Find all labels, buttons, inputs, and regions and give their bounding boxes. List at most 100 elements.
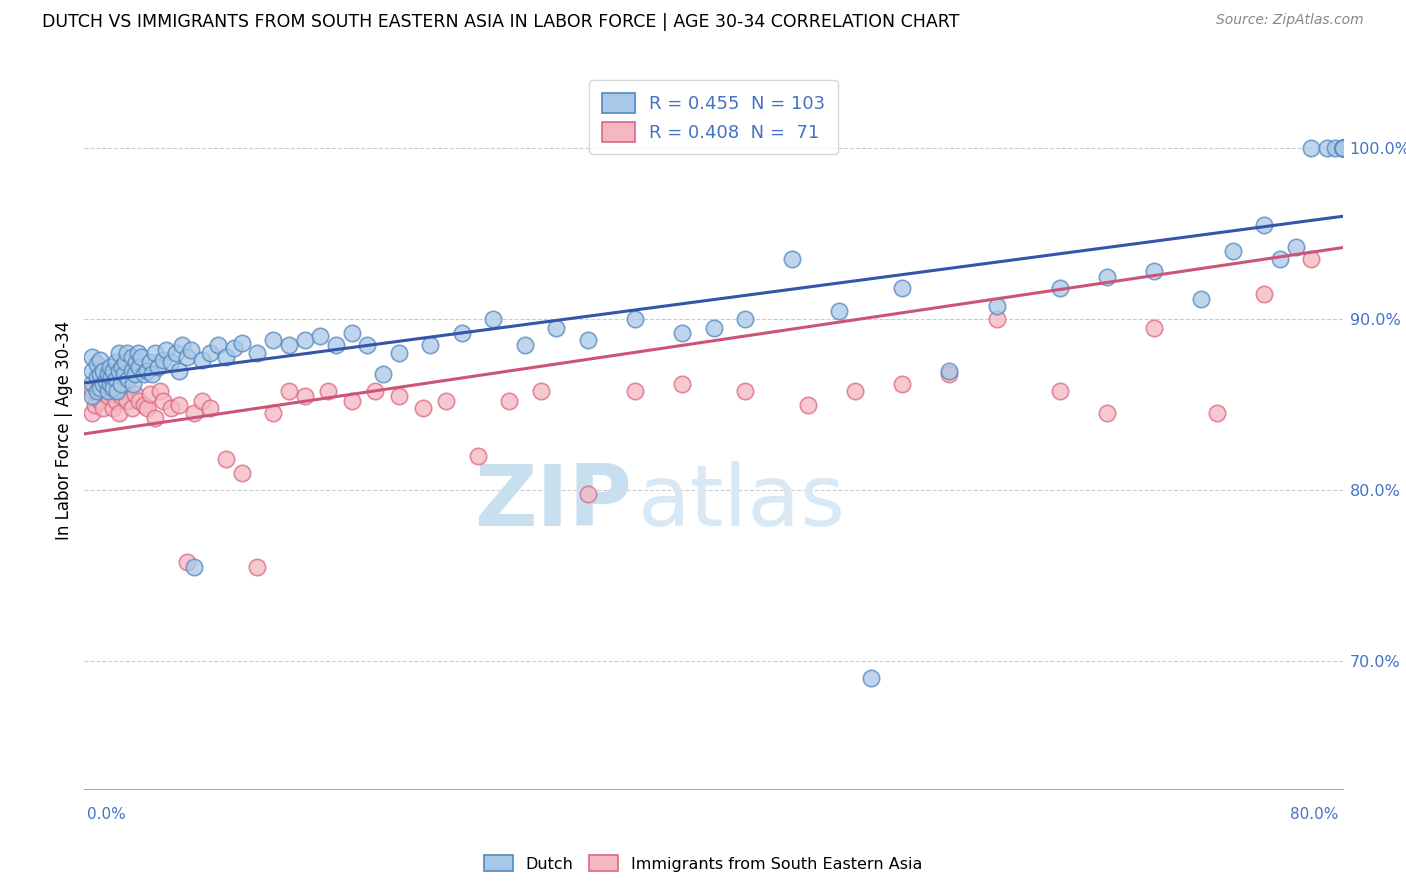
Point [1331, 141, 1354, 155]
Point [128, 394, 150, 409]
Point [89, 367, 111, 381]
Point [152, 353, 174, 368]
Point [1331, 141, 1354, 155]
Point [91, 363, 114, 377]
Point [388, 346, 411, 360]
Point [891, 377, 914, 392]
Point [671, 377, 693, 392]
Point [1049, 384, 1071, 398]
Point [96, 374, 118, 388]
Point [1331, 141, 1354, 155]
Point [101, 401, 124, 416]
Point [82, 363, 104, 377]
Point [148, 360, 170, 375]
Point [356, 338, 378, 352]
Point [412, 401, 434, 416]
Point [576, 486, 599, 500]
Point [114, 355, 136, 369]
Point [373, 367, 395, 381]
Point [1316, 141, 1339, 155]
Point [98, 377, 121, 392]
Point [325, 338, 347, 352]
Point [121, 401, 143, 416]
Y-axis label: In Labor Force | Age 30-34: In Labor Force | Age 30-34 [55, 321, 73, 540]
Point [176, 555, 198, 569]
Point [82, 350, 104, 364]
Point [1331, 141, 1354, 155]
Point [121, 363, 143, 377]
Point [1331, 141, 1354, 155]
Point [134, 367, 156, 381]
Point [309, 329, 332, 343]
Point [170, 338, 193, 352]
Point [139, 387, 162, 401]
Point [139, 355, 162, 369]
Point [246, 560, 269, 574]
Point [200, 346, 222, 360]
Point [1331, 141, 1354, 155]
Point [938, 367, 960, 381]
Point [529, 384, 551, 398]
Point [222, 341, 245, 355]
Point [94, 381, 117, 395]
Point [364, 384, 387, 398]
Point [1301, 252, 1323, 267]
Point [1049, 281, 1071, 295]
Point [1331, 141, 1354, 155]
Point [828, 303, 851, 318]
Point [434, 394, 457, 409]
Point [82, 389, 104, 403]
Point [89, 377, 111, 392]
Point [624, 384, 647, 398]
Point [115, 346, 138, 360]
Point [176, 350, 198, 364]
Point [498, 394, 520, 409]
Point [207, 338, 229, 352]
Point [780, 252, 803, 267]
Point [340, 326, 363, 340]
Point [576, 333, 599, 347]
Point [1189, 292, 1212, 306]
Point [97, 389, 120, 403]
Point [1331, 141, 1354, 155]
Point [124, 387, 146, 401]
Point [101, 363, 124, 377]
Point [180, 343, 202, 357]
Point [82, 376, 104, 390]
Point [734, 384, 756, 398]
Point [1143, 320, 1166, 334]
Point [624, 312, 647, 326]
Point [215, 350, 238, 364]
Point [86, 370, 108, 384]
Point [215, 452, 238, 467]
Point [734, 312, 756, 326]
Point [294, 333, 316, 347]
Point [91, 377, 114, 392]
Point [388, 389, 411, 403]
Point [97, 367, 120, 381]
Point [111, 360, 134, 375]
Point [1253, 286, 1275, 301]
Text: ZIP: ZIP [474, 460, 631, 544]
Point [115, 394, 138, 409]
Point [105, 384, 128, 398]
Point [1143, 264, 1166, 278]
Point [86, 384, 108, 398]
Point [1331, 141, 1354, 155]
Point [105, 381, 128, 395]
Point [89, 353, 111, 368]
Point [86, 357, 108, 371]
Point [108, 406, 131, 420]
Point [136, 363, 159, 377]
Point [844, 384, 866, 398]
Point [277, 338, 299, 352]
Point [112, 384, 135, 398]
Point [104, 372, 127, 386]
Point [1284, 240, 1306, 254]
Point [86, 384, 108, 398]
Point [183, 560, 205, 574]
Text: 80.0%: 80.0% [1291, 807, 1339, 822]
Point [129, 350, 152, 364]
Point [165, 346, 187, 360]
Point [513, 338, 536, 352]
